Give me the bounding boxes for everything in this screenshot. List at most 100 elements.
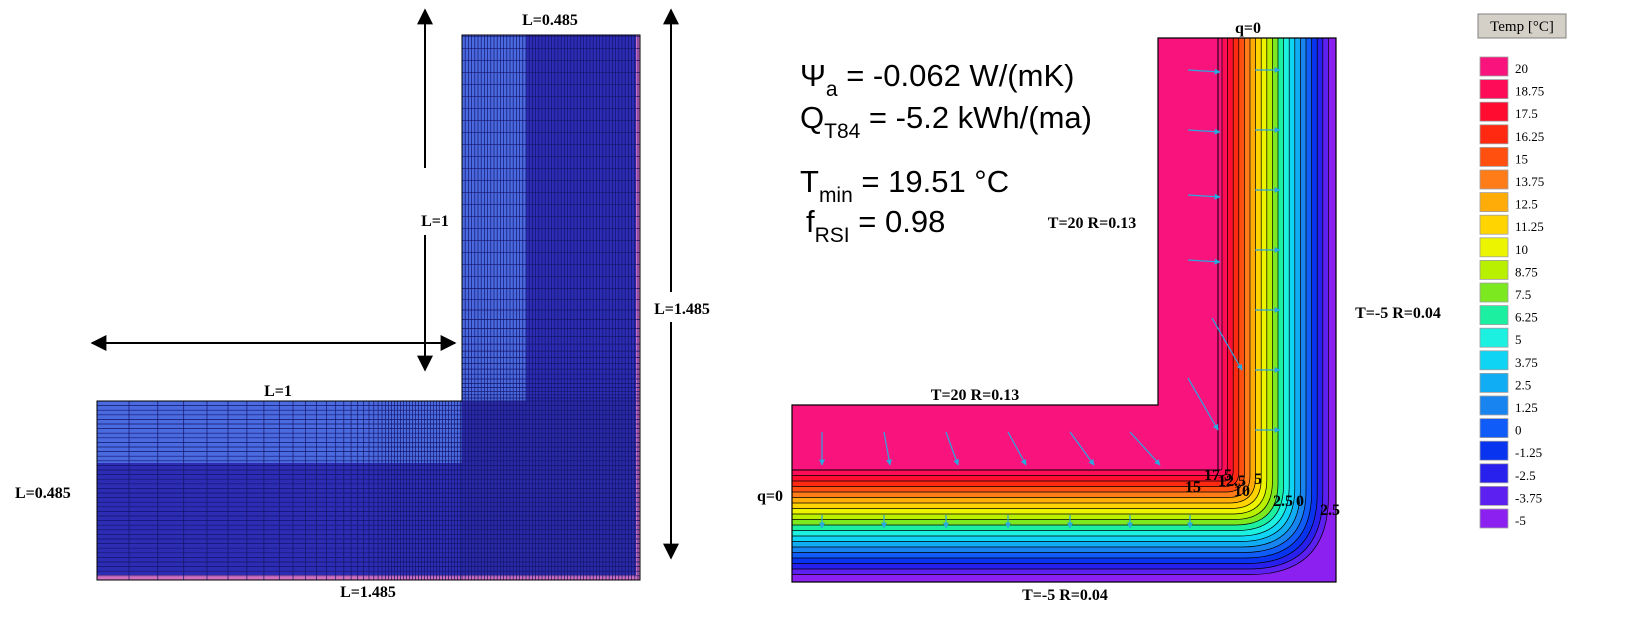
contour-label: 17.5 [1204, 467, 1232, 484]
legend-swatch [1479, 327, 1509, 348]
mesh-strip [97, 575, 640, 580]
legend-label: 15 [1515, 151, 1528, 166]
legend-swatch [1479, 56, 1509, 77]
legend-swatch [1479, 101, 1509, 122]
result-formula: Ψa = -0.062 W/(mK) [800, 58, 1074, 101]
formula-subscript: RSI [815, 224, 850, 247]
formula-value: = 0.98 [850, 204, 946, 239]
dimension-label: L=1 [421, 213, 449, 230]
legend-label: -2.5 [1515, 468, 1536, 483]
mesh-outline [96, 34, 641, 581]
result-formula: Tmin = 19.51 °C [800, 164, 1009, 207]
formula-symbol: Ψ [800, 58, 826, 93]
boundary-label: q=0 [757, 488, 783, 505]
formula-subscript: a [826, 78, 838, 101]
legend-title-box [1477, 13, 1567, 39]
formula-symbol: T [800, 164, 819, 199]
result-formula: QT84 = -5.2 kWh/(ma) [800, 100, 1092, 143]
flux-arrow [1211, 317, 1243, 371]
flux-arrow [883, 431, 892, 466]
temperature-field [791, 37, 1337, 583]
legend-label: 1.25 [1515, 400, 1538, 415]
legend-label: 16.25 [1515, 129, 1544, 144]
formula-value: = 19.51 °C [853, 164, 1009, 199]
formula-symbol: f [806, 204, 815, 239]
flux-arrow [1187, 377, 1219, 431]
boundary-label: T=20 R=0.13 [1048, 215, 1136, 232]
dimension-label: L=1.485 [340, 584, 396, 601]
legend-label: -1.25 [1515, 445, 1542, 460]
contour-label: 0 [1296, 493, 1304, 510]
formula-value: = -5.2 kWh/(ma) [860, 100, 1092, 135]
result-formula: fRSI = 0.98 [806, 204, 945, 247]
flux-arrow [945, 431, 959, 466]
flux-arrow [1187, 258, 1221, 265]
legend-label: 10 [1515, 242, 1528, 257]
material-boundary [792, 38, 1219, 471]
legend-label: 11.25 [1515, 219, 1544, 234]
contour-label: 2.5 [1273, 493, 1293, 510]
legend-swatch [1479, 463, 1509, 484]
legend-label: 7.5 [1515, 287, 1531, 302]
legend-swatch [1479, 282, 1509, 303]
legend-swatch [1479, 440, 1509, 461]
legend-swatch [1479, 259, 1509, 280]
formula-symbol: Q [800, 100, 824, 135]
contour-label: 12.5 [1218, 473, 1246, 490]
legend-label: 17.5 [1515, 106, 1538, 121]
legend-label: 12.5 [1515, 197, 1538, 212]
dimension-label: L=0.485 [15, 485, 71, 502]
dimension-arrows [90, 8, 679, 560]
dimension-label: L=1 [264, 383, 292, 400]
legend-label: 18.75 [1515, 84, 1544, 99]
legend-label: 13.75 [1515, 174, 1544, 189]
legend-swatch [1479, 485, 1509, 506]
contour-label: 2.5 [1320, 502, 1340, 519]
legend-swatch [1479, 237, 1509, 258]
contour-label: 10 [1234, 483, 1250, 500]
mesh-panel [96, 34, 641, 581]
legend-title: Temp [°C] [1490, 19, 1554, 35]
boundary-label: T=-5 R=0.04 [1022, 587, 1108, 604]
legend-label: 8.75 [1515, 264, 1538, 279]
flux-arrow [1007, 431, 1027, 466]
flux-arrow [1069, 431, 1095, 466]
flux-arrow [1187, 193, 1221, 200]
field-outline [791, 37, 1337, 583]
contour-label: 15 [1185, 479, 1201, 496]
boundary-label: q=0 [1235, 20, 1261, 37]
dimension-label: L=1.485 [654, 301, 710, 318]
mesh-zone [462, 401, 640, 580]
legend-swatch [1479, 146, 1509, 167]
dimension-label: L=0.485 [522, 12, 578, 29]
contour-label: 5 [1254, 471, 1262, 488]
legend-swatch [1479, 372, 1509, 393]
legend-swatch [1479, 350, 1509, 371]
legend-label: 2.5 [1515, 377, 1531, 392]
mesh-zone [526, 35, 640, 401]
legend-swatch [1479, 305, 1509, 326]
flux-arrow [1129, 431, 1161, 466]
flux-arrow [1187, 128, 1221, 135]
formula-subscript: min [819, 184, 853, 207]
legend-swatch [1479, 214, 1509, 235]
formula-subscript: T84 [824, 120, 861, 143]
legend-swatch [1479, 124, 1509, 145]
boundary-label: T=20 R=0.13 [931, 387, 1019, 404]
legend-swatch [1479, 418, 1509, 439]
legend-swatch [1479, 169, 1509, 190]
legend-label: 3.75 [1515, 355, 1538, 370]
legend-label: 0 [1515, 423, 1522, 438]
legend-swatch [1479, 192, 1509, 213]
legend-label: 6.25 [1515, 310, 1538, 325]
boundary-label: T=-5 R=0.04 [1355, 305, 1441, 322]
legend-swatch [1479, 508, 1509, 529]
legend-swatch [1479, 79, 1509, 99]
legend-label: -3.75 [1515, 490, 1542, 505]
legend-swatch [1479, 395, 1509, 416]
legend-label: 20 [1515, 61, 1528, 76]
flux-arrow [1187, 68, 1221, 75]
formula-value: = -0.062 W/(mK) [838, 58, 1075, 93]
legend-label: 5 [1515, 332, 1522, 347]
